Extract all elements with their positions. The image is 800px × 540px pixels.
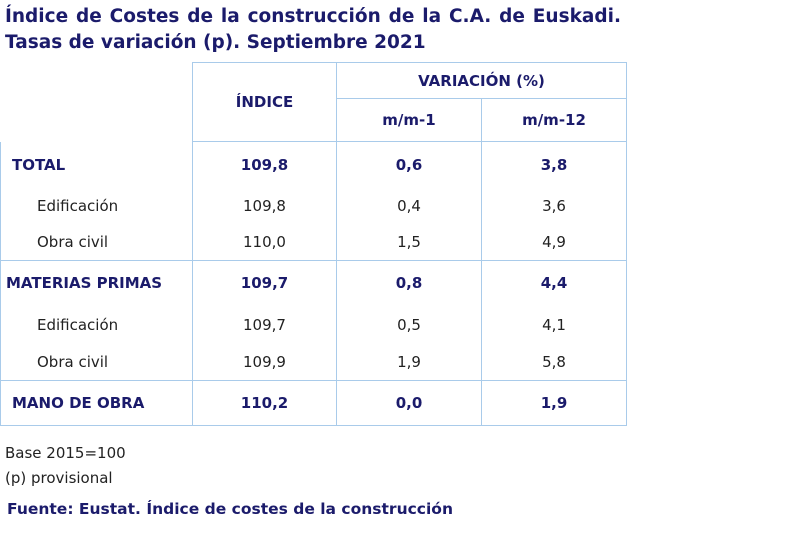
cell: 3,6	[481, 187, 627, 225]
row-label: MATERIAS PRIMAS	[0, 260, 193, 306]
cell: 110,0	[192, 224, 337, 261]
row-label: MANO DE OBRA	[0, 380, 193, 426]
cell: 109,8	[192, 141, 337, 188]
title: Índice de Costes de la construcción de l…	[5, 6, 621, 53]
cell: 109,8	[192, 187, 337, 225]
cell: 109,7	[192, 260, 337, 306]
cell: 0,8	[336, 260, 482, 306]
cell: 109,7	[192, 305, 337, 344]
cell: 3,8	[481, 141, 627, 188]
header-cell: m/m-1	[336, 98, 482, 142]
header-cell: VARIACIÓN (%)	[336, 62, 627, 99]
header-cell: ÍNDICE	[192, 62, 337, 142]
cell: 1,9	[336, 343, 482, 381]
header-cell: m/m-12	[481, 98, 627, 142]
source: Fuente: Eustat. Índice de costes de la c…	[7, 500, 453, 518]
cell: 5,8	[481, 343, 627, 381]
row-label: Obra civil	[0, 343, 193, 381]
note: Base 2015=100	[5, 444, 126, 462]
cell: 1,5	[336, 224, 482, 261]
cell: 0,5	[336, 305, 482, 344]
cell: 109,9	[192, 343, 337, 381]
cell: 4,4	[481, 260, 627, 306]
row-label: TOTAL	[0, 141, 193, 188]
header-empty	[0, 62, 193, 142]
cell: 0,4	[336, 187, 482, 225]
cell: 0,6	[336, 141, 482, 188]
cell: 4,9	[481, 224, 627, 261]
cell: 110,2	[192, 380, 337, 426]
row-label: Edificación	[0, 305, 193, 344]
row-label: Obra civil	[0, 224, 193, 261]
cell: 0,0	[336, 380, 482, 426]
data-table: ÍNDICE VARIACIÓN (%) m/m-1 m/m-12 TOTAL 1…	[0, 62, 627, 426]
row-label: Edificación	[0, 187, 193, 225]
cell: 4,1	[481, 305, 627, 344]
cell: 1,9	[481, 380, 627, 426]
note: (p) provisional	[5, 469, 113, 487]
